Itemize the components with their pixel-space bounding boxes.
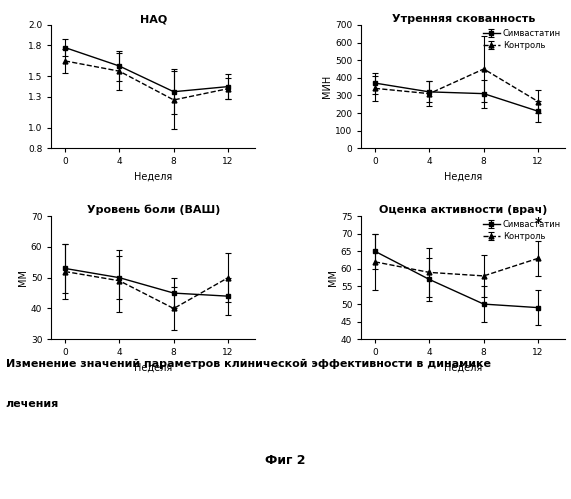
Text: лечения: лечения <box>6 399 59 409</box>
Text: *: * <box>534 216 542 230</box>
Text: Изменение значений параметров клинической эффективности в динамике: Изменение значений параметров клиническо… <box>6 359 490 369</box>
X-axis label: Неделя: Неделя <box>444 363 482 373</box>
Legend: Симвастатин, Контроль: Симвастатин, Контроль <box>483 220 561 241</box>
Text: Фиг 2: Фиг 2 <box>266 454 305 467</box>
Y-axis label: МИН: МИН <box>322 75 332 98</box>
Y-axis label: ММ: ММ <box>18 269 28 286</box>
X-axis label: Неделя: Неделя <box>444 172 482 182</box>
Title: Уровень боли (ВАШ): Уровень боли (ВАШ) <box>87 205 220 215</box>
X-axis label: Неделя: Неделя <box>134 172 172 182</box>
Title: Оценка активности (врач): Оценка активности (врач) <box>379 205 548 215</box>
Title: Утренняя скованность: Утренняя скованность <box>392 14 535 24</box>
Y-axis label: ММ: ММ <box>328 269 338 286</box>
Title: HAQ: HAQ <box>140 14 167 24</box>
X-axis label: Неделя: Неделя <box>134 363 172 373</box>
Legend: Симвастатин, Контроль: Симвастатин, Контроль <box>483 29 561 49</box>
